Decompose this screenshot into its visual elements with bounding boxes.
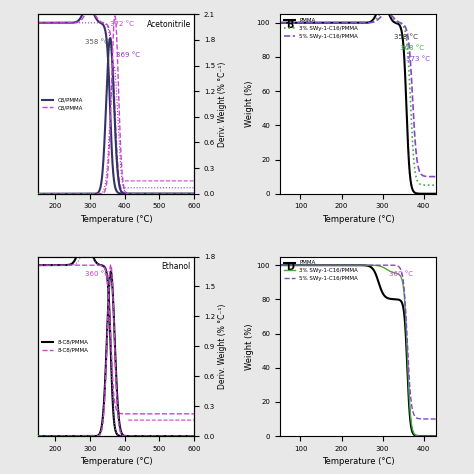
Y-axis label: Deriv. Weight (% °C⁻¹): Deriv. Weight (% °C⁻¹) bbox=[218, 61, 227, 146]
Text: 360 °C: 360 °C bbox=[85, 271, 109, 277]
X-axis label: Temperature (°C): Temperature (°C) bbox=[322, 215, 394, 224]
Y-axis label: Weight (%): Weight (%) bbox=[245, 81, 254, 127]
Legend: C8/PMMA, C8/PMMA: C8/PMMA, C8/PMMA bbox=[41, 97, 84, 111]
Y-axis label: Deriv. Weight (% °C⁻¹): Deriv. Weight (% °C⁻¹) bbox=[218, 304, 227, 389]
Text: 369 °C: 369 °C bbox=[116, 52, 140, 58]
Text: 358 °C: 358 °C bbox=[85, 39, 109, 46]
Text: Ethanol: Ethanol bbox=[162, 262, 191, 271]
Text: D: D bbox=[286, 262, 294, 272]
Text: 368 °C: 368 °C bbox=[400, 45, 424, 51]
Legend: 8-C8/PMMA, 8-C8/PMMA: 8-C8/PMMA, 8-C8/PMMA bbox=[41, 339, 90, 354]
Text: 373 °C: 373 °C bbox=[406, 55, 430, 62]
Y-axis label: Weight (%): Weight (%) bbox=[245, 323, 254, 370]
X-axis label: Temperature (°C): Temperature (°C) bbox=[322, 457, 394, 466]
Text: Acetonitrile: Acetonitrile bbox=[146, 19, 191, 28]
Text: 372 °C: 372 °C bbox=[110, 21, 134, 27]
Text: B: B bbox=[286, 19, 293, 29]
Legend: PMMA, 3% SWy-1-C16/PMMA, 5% SWy-1-C16/PMMA: PMMA, 3% SWy-1-C16/PMMA, 5% SWy-1-C16/PM… bbox=[283, 259, 359, 282]
Text: 360 °C: 360 °C bbox=[389, 271, 413, 277]
Text: 358 °C: 358 °C bbox=[394, 34, 418, 40]
X-axis label: Temperature (°C): Temperature (°C) bbox=[80, 457, 152, 466]
X-axis label: Temperature (°C): Temperature (°C) bbox=[80, 215, 152, 224]
Legend: PMMA, 3% SWy-1-C16/PMMA, 5% SWy-1-C16/PMMA: PMMA, 3% SWy-1-C16/PMMA, 5% SWy-1-C16/PM… bbox=[283, 17, 359, 40]
